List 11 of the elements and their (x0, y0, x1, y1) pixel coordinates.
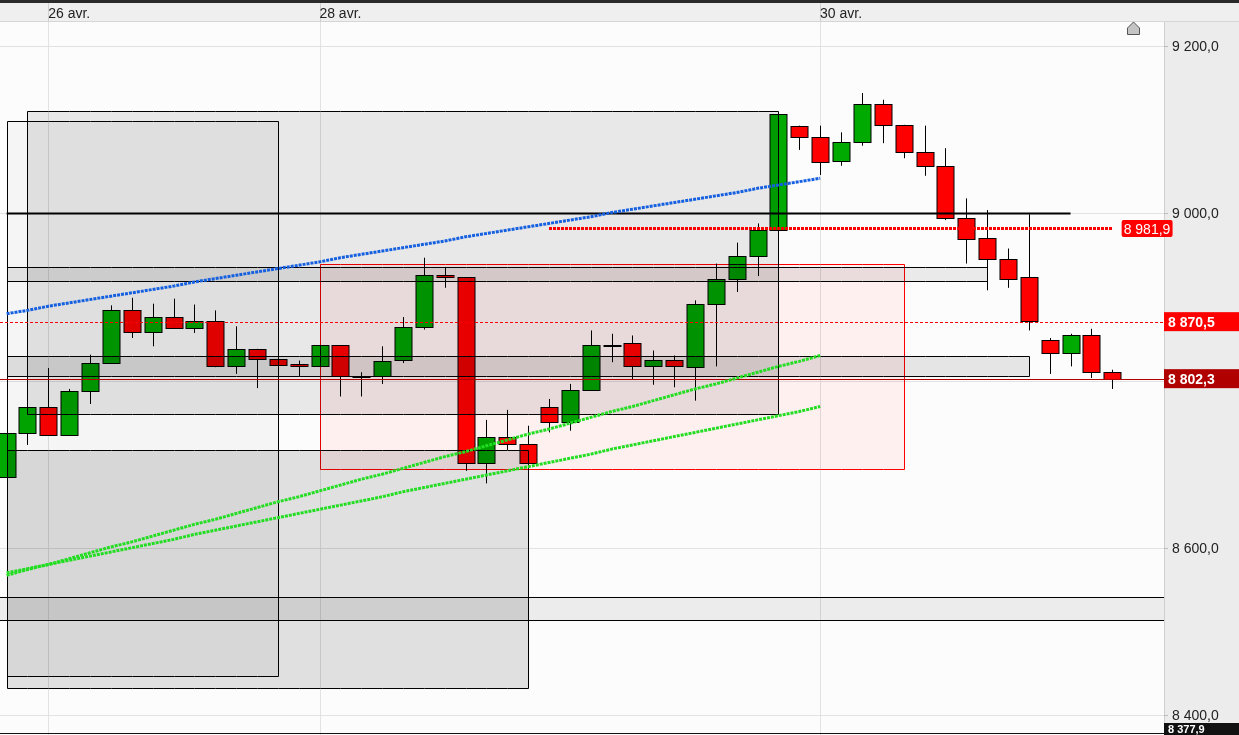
x-tick-label: 26 avr. (48, 5, 91, 21)
data-label: 8 981,9 (1123, 220, 1171, 237)
y-tick-label: 8 400,0 (1172, 706, 1219, 723)
x-tick-label: 28 avr. (319, 5, 362, 21)
ref-line-label: 8 377,9 (1168, 723, 1205, 735)
y-tick-label: 9 000,0 (1172, 205, 1219, 222)
x-tick-label: 30 avr. (820, 5, 863, 21)
ref-line-label: 8 802,3 (1168, 370, 1215, 387)
y-tick-label: 8 600,0 (1172, 539, 1219, 556)
y-tick-label: 9 200,0 (1172, 38, 1219, 55)
ref-line-label: 8 870,5 (1168, 313, 1215, 330)
